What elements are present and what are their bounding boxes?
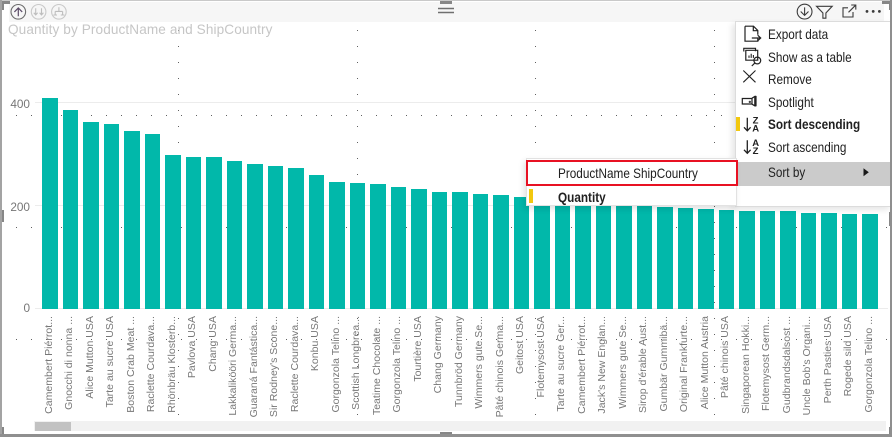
svg-text:Z: Z <box>753 115 759 126</box>
svg-text:A: A <box>752 138 759 149</box>
svg-text:Z: Z <box>753 146 759 157</box>
svg-text:A: A <box>752 124 759 135</box>
